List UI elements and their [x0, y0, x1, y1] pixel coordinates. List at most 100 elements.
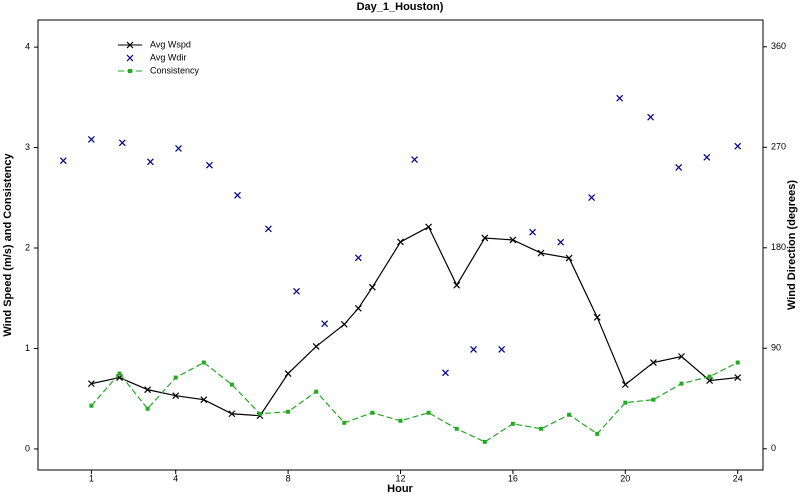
legend-marker — [126, 54, 134, 62]
marker — [425, 223, 433, 231]
marker — [678, 353, 685, 360]
marker — [651, 397, 656, 402]
marker — [118, 139, 126, 147]
marker — [649, 359, 657, 366]
y-tick-label: 1 — [25, 343, 30, 353]
marker — [557, 238, 565, 246]
marker — [498, 345, 506, 353]
y-axis-label: Wind Speed (m/s) and Consistency — [2, 152, 14, 336]
marker — [284, 370, 292, 377]
marker — [117, 371, 122, 376]
marker — [286, 409, 291, 414]
marker — [411, 156, 418, 164]
x-tick-label: 8 — [286, 473, 291, 483]
marker — [454, 426, 459, 431]
legend-marker — [126, 41, 134, 49]
marker — [257, 411, 262, 416]
x-tick-label: 16 — [508, 473, 518, 483]
marker — [229, 382, 234, 387]
legend-label: Avg Wspd — [150, 39, 191, 49]
y2-tick-label: 90 — [771, 343, 781, 353]
marker — [675, 163, 683, 171]
y-tick-label: 0 — [25, 443, 30, 453]
marker — [482, 439, 487, 444]
y-tick-label: 2 — [25, 242, 30, 252]
marker — [623, 400, 628, 405]
marker — [234, 191, 241, 199]
marker — [314, 389, 319, 394]
marker — [175, 144, 182, 152]
marker — [470, 345, 477, 353]
marker — [707, 374, 712, 379]
series-line — [90, 361, 738, 443]
legend-marker — [128, 69, 132, 73]
marker — [442, 369, 449, 377]
marker — [228, 410, 236, 418]
marker — [621, 381, 629, 389]
marker — [87, 136, 95, 143]
marker — [340, 320, 348, 328]
marker — [59, 157, 67, 165]
legend-label: Avg Wdir — [150, 52, 186, 62]
marker — [595, 431, 600, 436]
y-tick-label: 3 — [25, 142, 30, 152]
x-tick-label: 24 — [733, 473, 743, 483]
marker — [734, 374, 742, 382]
marker — [368, 283, 376, 291]
marker — [481, 234, 489, 242]
marker — [703, 153, 711, 161]
x-tick-label: 20 — [620, 473, 630, 483]
marker — [588, 194, 596, 201]
marker — [706, 377, 714, 385]
marker — [293, 287, 300, 295]
y2-axis-label: Wind Direction (degrees) — [786, 180, 798, 310]
marker — [172, 392, 180, 400]
y2-tick-label: 0 — [771, 443, 776, 453]
marker — [529, 228, 536, 236]
marker — [354, 304, 362, 312]
marker — [200, 396, 208, 404]
x-tick-label: 4 — [173, 473, 178, 483]
marker — [565, 254, 573, 262]
marker — [87, 380, 95, 388]
marker — [398, 418, 403, 423]
marker — [567, 412, 572, 417]
marker — [144, 386, 152, 394]
marker — [537, 249, 545, 257]
marker — [453, 281, 461, 289]
y2-tick-label: 180 — [771, 242, 786, 252]
marker — [89, 403, 94, 408]
marker — [342, 420, 347, 425]
marker — [735, 360, 740, 365]
y-tick-label: 4 — [25, 41, 30, 51]
x-tick-label: 1 — [89, 473, 94, 483]
marker — [205, 161, 213, 169]
chart-title: Day_1_Houston) — [357, 1, 444, 13]
marker — [173, 375, 178, 380]
marker — [265, 225, 272, 233]
marker — [734, 142, 742, 150]
marker — [616, 94, 624, 102]
marker — [370, 410, 375, 415]
marker — [146, 158, 154, 166]
legend-label: Consistency — [150, 65, 200, 75]
marker — [539, 426, 544, 431]
marker — [397, 238, 404, 246]
marker — [321, 320, 329, 328]
marker — [354, 254, 362, 262]
marker — [510, 421, 515, 426]
marker — [201, 360, 206, 365]
x-tick-label: 12 — [395, 473, 405, 483]
y2-tick-label: 270 — [771, 142, 786, 152]
y2-tick-label: 360 — [771, 41, 786, 51]
marker — [145, 406, 150, 411]
marker — [312, 343, 320, 350]
marker — [509, 236, 517, 244]
marker — [679, 381, 684, 386]
marker — [426, 410, 431, 415]
x-axis-label: Hour — [387, 483, 413, 495]
marker — [647, 113, 655, 121]
marker — [593, 313, 601, 321]
